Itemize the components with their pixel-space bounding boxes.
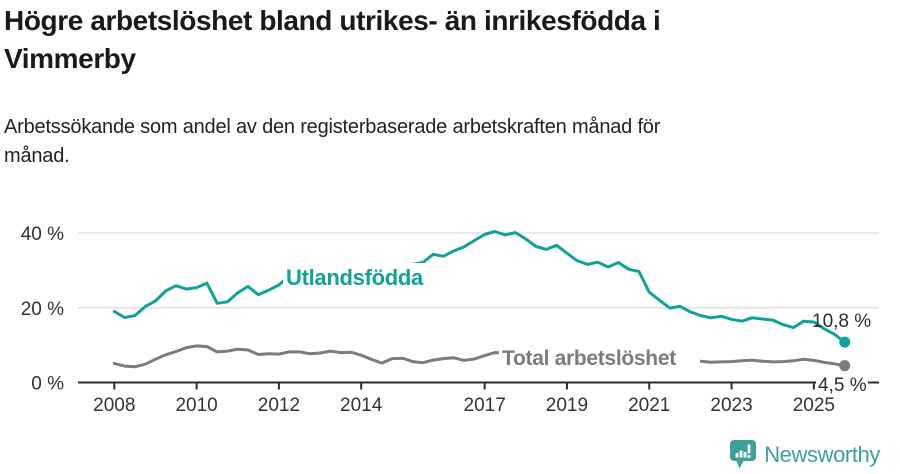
page-title: Högre arbetslöshet bland utrikes- än inr… <box>4 5 661 74</box>
bar-chart-speech-bubble-icon <box>730 440 757 469</box>
y-axis-tick-label: 0 % <box>31 374 64 395</box>
exclamation-dot <box>747 455 751 458</box>
bar-small <box>735 453 739 458</box>
exclamation-bar <box>747 444 751 454</box>
x-axis-tick-label: 2012 <box>258 395 300 416</box>
y-axis-tick-label: 40 % <box>21 224 64 245</box>
brand-name-text: Newsworthy <box>764 442 880 467</box>
x-axis-tick-label: 2019 <box>546 395 588 416</box>
end-value-label-foreign-born: 10,8 % <box>812 311 871 332</box>
x-axis-tick-label: 2014 <box>340 395 383 416</box>
bar-medium <box>743 452 747 458</box>
bar-tall <box>739 450 743 458</box>
y-axis-tick-label: 20 % <box>21 299 64 320</box>
x-axis-tick-label: 2010 <box>175 395 217 416</box>
x-axis-tick-label: 2021 <box>628 395 670 416</box>
x-axis-tick-label: 2017 <box>464 395 506 416</box>
end-value-label-total: 4,5 % <box>818 375 867 396</box>
end-value-label-mask <box>816 378 868 394</box>
x-axis-tick-label: 2008 <box>93 395 135 416</box>
series-label: Utlandsfödda <box>286 265 424 290</box>
series-line-1 <box>112 344 847 369</box>
series-label-mask <box>283 263 439 289</box>
unemployment-line-chart: 2008 2010 2012 2014 2017 2019 2021 2023 2025 0 % 2… <box>21 224 879 416</box>
x-axis-tick-label: 2025 <box>793 395 835 416</box>
series-label-mask <box>499 347 700 370</box>
x-axis-tick-label: 2023 <box>710 395 752 416</box>
series-line-0 <box>112 230 847 344</box>
page-subtitle: Arbetssökande som andel av den registerb… <box>4 116 661 167</box>
series-label: Total arbetslöshet <box>502 347 676 370</box>
series-end-dot-0 <box>839 336 851 348</box>
speech-bubble-shape <box>730 440 757 469</box>
newsworthy-logo: Newsworthy <box>729 439 880 471</box>
series-end-dot-1 <box>839 360 851 372</box>
